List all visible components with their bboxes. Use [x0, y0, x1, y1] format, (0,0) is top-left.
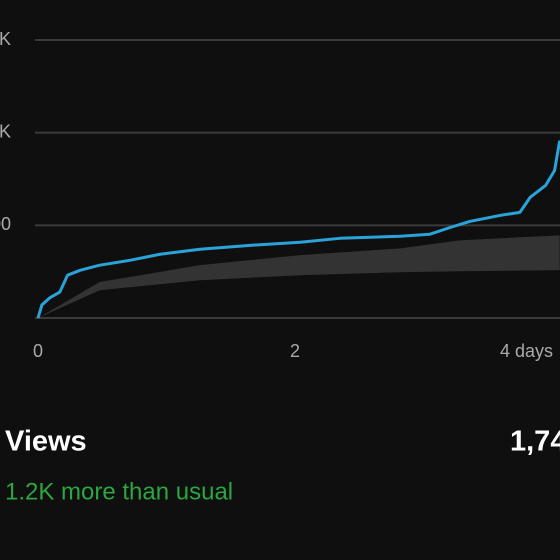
metric-value: 1,74: [510, 426, 560, 458]
y-tick-label: 1.5K: [0, 29, 11, 49]
y-tick-label: 500: [0, 214, 11, 234]
x-tick-label: 2: [290, 341, 300, 361]
typical-range: [38, 235, 560, 318]
metric-label: Views: [5, 426, 87, 458]
y-tick-label: 1K: [0, 121, 11, 141]
comparison: 1.2K more than usual: [5, 478, 233, 505]
x-tick-label: 0: [33, 341, 43, 361]
views-line: [36, 140, 560, 319]
x-tick-label: 4 days: [500, 341, 553, 361]
